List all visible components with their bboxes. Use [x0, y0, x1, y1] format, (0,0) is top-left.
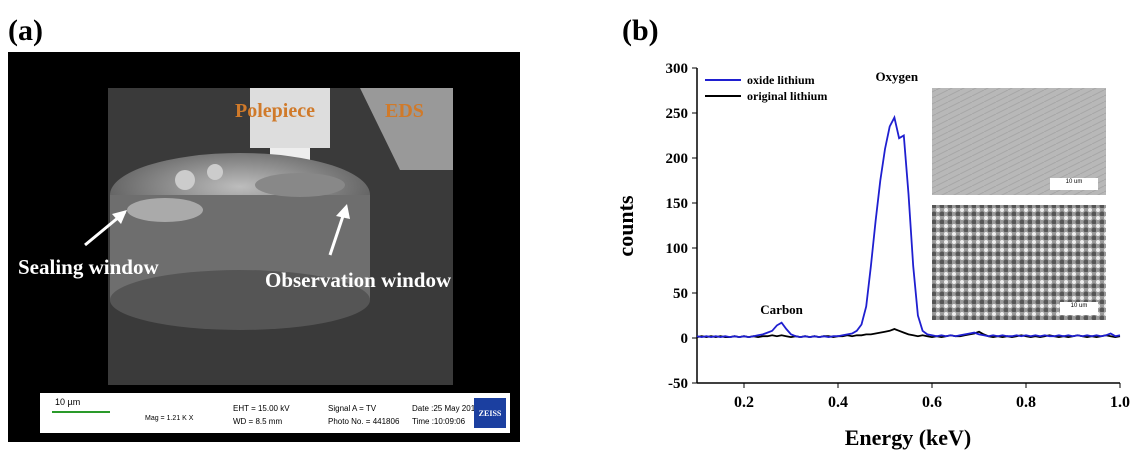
info: 10 µm [55, 397, 80, 407]
info: Photo No. = 441806 [328, 417, 400, 426]
y-tick-label: -50 [668, 376, 688, 392]
info: EHT = 15.00 kV [233, 404, 290, 413]
y-tick-label: 0 [681, 331, 689, 347]
annotation: Oxygen [875, 69, 918, 84]
info-bar [40, 393, 510, 433]
annotation: Sealing window [18, 255, 159, 279]
x-tick-label: 0.8 [1016, 394, 1036, 411]
x-tick-label: 1.0 [1110, 394, 1130, 411]
y-tick-label: 100 [666, 241, 689, 257]
info: Signal A = TV [328, 404, 377, 413]
page: (a) Polepiece EDS Sealing window Observa… [0, 0, 1136, 455]
annotation: Carbon [760, 302, 803, 317]
annotation: Polepiece [235, 100, 315, 122]
info: Date :25 May 2018 [412, 404, 480, 413]
info: WD = 8.5 mm [233, 417, 282, 426]
y-tick-label: 50 [673, 286, 688, 302]
y-tick-label: 150 [666, 196, 689, 212]
y-axis-label: counts [613, 195, 638, 257]
info: Mag = 1.21 K X [145, 415, 194, 422]
legend-label: oxide lithium [747, 73, 815, 87]
sealing-hole [127, 198, 203, 222]
panel-label: (b) [622, 14, 659, 47]
x-tick-label: 0.6 [922, 394, 942, 411]
legend-label: original lithium [747, 89, 827, 103]
x-tick-label: 0.4 [828, 394, 848, 411]
hole [175, 170, 195, 190]
panel-label: (a) [8, 14, 43, 47]
x-axis-label: Energy (keV) [845, 425, 971, 450]
annotation: EDS [385, 100, 424, 122]
figure: (a) Polepiece EDS Sealing window Observa… [0, 0, 1136, 455]
logo-text: ZEISS [479, 409, 502, 418]
inset-scale: 10 um [1066, 179, 1083, 185]
observation-hole [255, 173, 345, 197]
annotation: Observation window [265, 268, 452, 292]
info: Time :10:09:06 [412, 417, 466, 426]
y-tick-label: 200 [666, 151, 689, 167]
hole [207, 164, 223, 180]
inset-scale: 10 um [1071, 303, 1088, 309]
y-tick-label: 300 [666, 61, 689, 77]
y-tick-label: 250 [666, 106, 689, 122]
x-tick-label: 0.2 [734, 394, 754, 411]
